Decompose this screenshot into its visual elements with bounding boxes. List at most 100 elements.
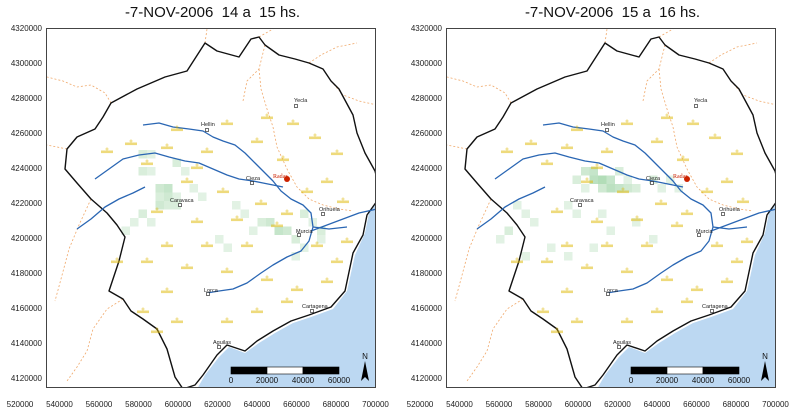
station-marker	[129, 139, 133, 143]
station-marker	[565, 287, 569, 291]
y-tick-label: 4260000	[10, 129, 42, 138]
rain-gauge-station	[651, 137, 663, 144]
rain-gauge-station	[561, 241, 573, 248]
x-tick-label: 520000	[406, 400, 434, 409]
rain-gauge-station	[201, 147, 213, 154]
station-marker	[155, 327, 159, 331]
precipitation-cell	[147, 218, 156, 227]
station-label	[661, 278, 673, 282]
rain-gauge-station	[125, 139, 137, 146]
rain-gauge-station	[621, 267, 633, 274]
city-marker	[721, 212, 725, 216]
station-label	[581, 180, 593, 184]
rain-gauge-station	[161, 241, 173, 248]
y-tick-label: 4240000	[410, 164, 442, 173]
precipitation-cell	[138, 209, 147, 218]
river	[142, 122, 314, 294]
rain-gauge-station	[171, 125, 183, 132]
scale-bar-label: 20000	[256, 376, 279, 385]
station-label	[201, 150, 213, 154]
city-marker	[606, 292, 610, 296]
station-marker	[141, 307, 145, 311]
station-marker	[285, 209, 289, 213]
rain-gauge-station	[191, 217, 203, 224]
station-label	[681, 300, 693, 304]
rain-gauge-station	[591, 217, 603, 224]
y-tick-label: 4320000	[410, 24, 442, 33]
city-marker	[205, 128, 209, 132]
precipitation-cell	[496, 235, 505, 244]
station-marker	[541, 307, 545, 311]
river	[76, 186, 146, 230]
rain-gauge-station	[337, 197, 349, 204]
station-label	[621, 122, 633, 126]
y-tick-label: 4140000	[10, 339, 42, 348]
x-tick-label: 680000	[722, 400, 750, 409]
x-tick-label: 640000	[243, 400, 271, 409]
city-marker	[178, 203, 182, 207]
rain-gauge-station	[525, 139, 537, 146]
station-marker	[695, 285, 699, 289]
precipitation-cell	[291, 252, 300, 261]
north-arrow-shape	[361, 361, 369, 381]
river	[712, 226, 748, 230]
station-marker	[165, 143, 169, 147]
station-marker	[595, 163, 599, 167]
station-label	[525, 142, 537, 146]
station-label	[251, 310, 263, 314]
city-marker	[310, 309, 314, 313]
precipitation-cell	[666, 175, 675, 184]
station-marker	[565, 143, 569, 147]
rain-gauge-station	[655, 199, 667, 206]
station-marker	[345, 237, 349, 241]
y-tick-label: 4200000	[410, 234, 442, 243]
precipitation-cell	[530, 218, 539, 227]
station-marker	[529, 139, 533, 143]
station-label	[701, 190, 713, 194]
admin-boundary	[447, 144, 468, 150]
city-marker	[294, 104, 298, 108]
city-marker	[650, 181, 654, 185]
station-label	[125, 142, 137, 146]
station-marker	[691, 119, 695, 123]
rain-gauge-station	[311, 241, 323, 248]
rain-gauge-station	[137, 307, 149, 314]
rain-gauge-station	[721, 277, 733, 284]
city-marker	[617, 345, 621, 349]
rain-gauge-station	[621, 119, 633, 126]
rain-gauge-station	[277, 155, 289, 162]
city-label-caravaca: Caravaca	[570, 198, 594, 204]
rain-gauge-station	[617, 187, 629, 194]
station-label	[331, 152, 343, 156]
precipitation-cell	[657, 184, 666, 193]
scale-bar-label: 60000	[728, 376, 751, 385]
station-marker	[713, 133, 717, 137]
station-marker	[585, 177, 589, 181]
precipitation-cell	[589, 175, 598, 184]
rain-gauge-station	[581, 177, 593, 184]
city-label-murcia: Murcia	[296, 229, 313, 235]
y-tick-label: 4180000	[10, 269, 42, 278]
river	[310, 208, 375, 232]
admin-boundary	[47, 76, 112, 104]
radar-marker	[284, 176, 290, 182]
station-label	[721, 280, 733, 284]
rain-gauge-station	[731, 257, 743, 264]
river	[94, 152, 284, 188]
station-label	[301, 190, 313, 194]
station-label	[271, 224, 283, 228]
city-label-caravaca: Caravaca	[170, 198, 194, 204]
station-label	[221, 320, 233, 324]
station-label	[311, 244, 323, 248]
precipitation-cell	[572, 175, 581, 184]
station-marker	[165, 241, 169, 245]
city-label-cieza: Cieza	[646, 176, 661, 182]
station-label	[631, 218, 643, 222]
station-label	[331, 260, 343, 264]
station-label	[501, 150, 513, 154]
rain-gauge-station	[501, 147, 513, 154]
sea-area	[598, 202, 775, 387]
precipitation-cell	[623, 184, 632, 193]
precipitation-cell	[521, 252, 530, 261]
rain-gauge-station	[261, 275, 273, 282]
